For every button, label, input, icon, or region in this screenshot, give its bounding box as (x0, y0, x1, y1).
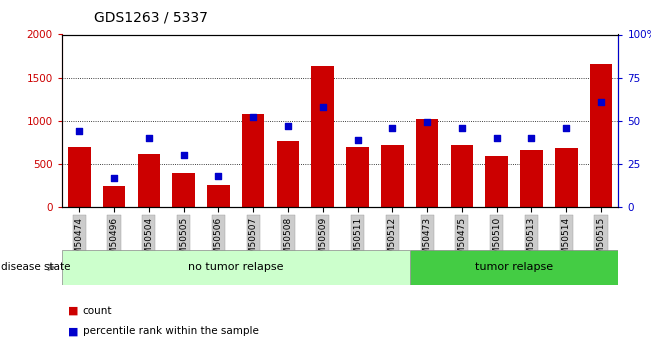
Point (178, 152, 189, 158)
Bar (311, 66, 334, 207)
Bar (68, 147, 90, 207)
Bar (450, 145, 473, 207)
Text: ■: ■ (68, 306, 79, 315)
Bar (590, 64, 613, 207)
Text: no tumor relapse: no tumor relapse (188, 263, 284, 272)
Point (248, 115, 258, 120)
Bar (416, 119, 438, 207)
Text: tumor relapse: tumor relapse (475, 263, 553, 272)
Point (596, 99, 606, 105)
Bar (137, 154, 160, 207)
Bar (242, 114, 264, 207)
Bar (555, 148, 577, 207)
Point (144, 135, 154, 141)
Point (352, 137, 363, 142)
Bar (277, 141, 299, 207)
Point (109, 175, 119, 180)
Point (74, 128, 85, 134)
Text: disease state: disease state (1, 263, 71, 272)
Bar (173, 172, 195, 207)
Point (457, 125, 467, 130)
Bar (520, 150, 543, 207)
Point (318, 104, 328, 110)
Point (213, 173, 223, 179)
Bar (103, 186, 126, 207)
Point (561, 125, 572, 130)
Text: percentile rank within the sample: percentile rank within the sample (83, 326, 258, 336)
Point (387, 125, 398, 130)
Point (422, 120, 432, 125)
Text: GDS1263 / 5337: GDS1263 / 5337 (94, 10, 208, 24)
Bar (381, 145, 404, 207)
Text: count: count (83, 306, 112, 315)
Point (526, 135, 536, 141)
Text: ■: ■ (68, 326, 79, 336)
Bar (207, 186, 230, 207)
Bar (486, 156, 508, 207)
Point (492, 135, 502, 141)
Point (283, 123, 293, 129)
Bar (346, 147, 369, 207)
